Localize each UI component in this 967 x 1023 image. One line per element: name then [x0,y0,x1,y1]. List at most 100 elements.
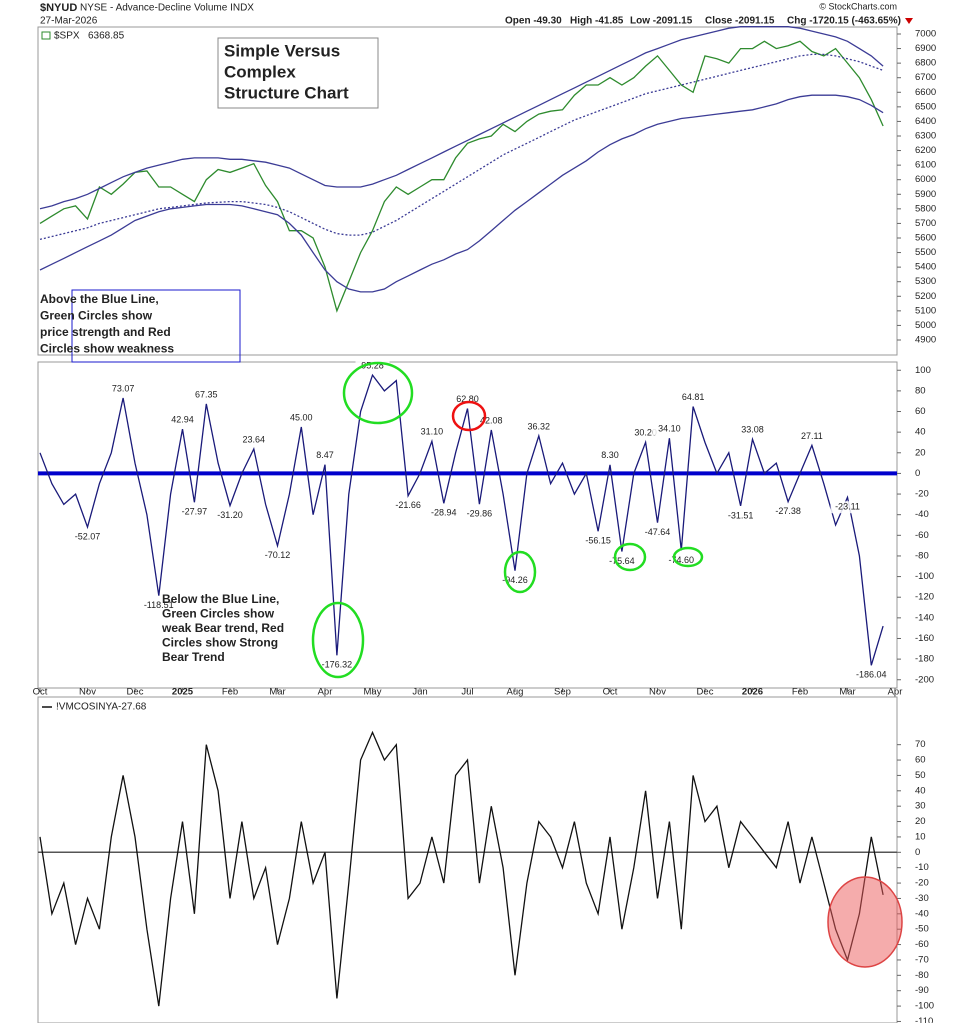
value-label-box [391,499,426,512]
value-label: -186.04 [854,669,889,682]
annotation-line: Below the Blue Line, [162,592,279,606]
value-label-box [521,420,556,433]
value-label-box [854,669,889,682]
value-label-text: -176.32 [322,660,353,670]
x-tick-label: Dec [697,687,714,698]
value-label-box [414,426,449,439]
y-tick-label: 5600 [915,233,936,244]
legend-value: 6368.85 [88,31,125,42]
value-label: 34.10 [652,423,687,436]
value-label: 42.94 [165,414,200,427]
value-label-box [70,531,105,544]
y-tick-label: -20 [915,878,929,889]
value-label-box [830,501,865,514]
highlight-circle [503,550,537,594]
value-label-box [236,434,271,447]
highlight-circle [827,876,903,968]
y-tick-label: 6300 [915,131,936,142]
y-tick-label: 5400 [915,262,936,273]
value-label-text: -70.12 [265,550,291,560]
legend-value: -27.68 [118,702,147,713]
value-label: 67.35 [189,388,224,401]
value-label-box [593,449,627,462]
y-tick-label: -100 [915,571,934,582]
y-tick-label: 5500 [915,247,936,258]
value-label-box [260,549,295,562]
x-tick-label: Apr [888,687,903,698]
value-label-box [106,383,141,396]
y-tick-label: 6200 [915,145,936,156]
x-tick-label: Oct [603,687,618,698]
y-tick-label: 40 [915,785,926,796]
value-label-text: 45.00 [290,412,313,422]
value-label-text: 34.10 [658,424,681,434]
y-tick-label: 10 [915,831,926,842]
series-line [39,94,884,293]
source: © StockCharts.com [819,1,897,11]
low: Low -2091.15 [630,16,693,27]
y-tick-label: -10 [915,862,929,873]
annotation: Below the Blue Line,Green Circles showwe… [161,592,284,664]
y-tick-label: -200 [915,674,934,685]
y-tick-label: -50 [915,924,929,935]
value-label-box [652,423,687,436]
value-label-text: -21.66 [395,500,421,510]
value-label-text: 8.30 [601,450,619,460]
value-label-text: -23.11 [835,502,860,512]
value-label-text: -94.26 [502,575,528,585]
y-tick-label: -140 [915,612,934,623]
annotation-line: Above the Blue Line, [40,292,159,306]
annotation-line: Green Circles show [162,607,275,621]
symbol: $NYUD [40,2,77,14]
value-label: -27.97 [177,506,212,519]
y-tick-label: -20 [915,489,929,500]
panel-frame [37,26,898,356]
value-label-box [462,508,497,521]
value-label: 45.00 [284,411,319,424]
value-label: 8.30 [593,449,627,462]
value-label-text: -186.04 [856,670,887,680]
y-tick-label: 6000 [915,174,936,185]
value-label-box [189,388,224,401]
annotation-line: Bear Trend [162,650,225,664]
x-tick-label: Mar [839,687,855,698]
legend: !VMCOSINYA -27.68 [42,702,147,713]
y-tick-label: -70 [915,954,929,965]
y-tick-label: -180 [915,654,934,665]
y-tick-label: 6400 [915,116,936,127]
value-label-text: 64.81 [682,392,705,402]
value-label-text: 73.07 [112,383,135,393]
x-tick-label: Aug [507,687,524,698]
value-label-box [141,599,176,612]
x-tick-label: Jul [461,687,473,698]
value-label-text: -31.20 [217,510,243,520]
x-tick-label: Oct [33,687,48,698]
value-label-box [735,424,770,437]
value-label-box [640,526,675,539]
annotation-line: Complex [224,62,296,81]
x-tick-label: May [364,687,382,698]
annotation-line: weak Bear trend, Red [161,621,284,635]
value-label: -70.12 [260,549,295,562]
y-tick-label: 40 [915,427,926,438]
value-label: -23.11 [830,501,865,514]
value-label-text: -56.15 [585,536,611,546]
value-label-text: -74.60 [668,555,694,565]
annotation-box [217,37,379,109]
x-tick-label: Nov [649,687,666,698]
y-tick-label: -80 [915,970,929,981]
value-label-box [723,509,758,522]
value-label: -118.51 [141,599,176,612]
value-label-text: 95.28 [361,360,384,370]
value-label: -176.32 [319,659,354,672]
x-tick-label: Apr [318,687,333,698]
y-tick-label: 5200 [915,291,936,302]
value-label: -27.38 [771,505,806,518]
x-tick-label: 2025 [172,687,194,698]
panel-frame [37,696,898,1023]
annotation-line: Circles show Strong [162,636,278,650]
value-label: -47.64 [640,526,675,539]
series-line [39,373,884,666]
value-label-box [664,554,699,567]
legend-name: !VMCOSINYA [56,702,118,713]
